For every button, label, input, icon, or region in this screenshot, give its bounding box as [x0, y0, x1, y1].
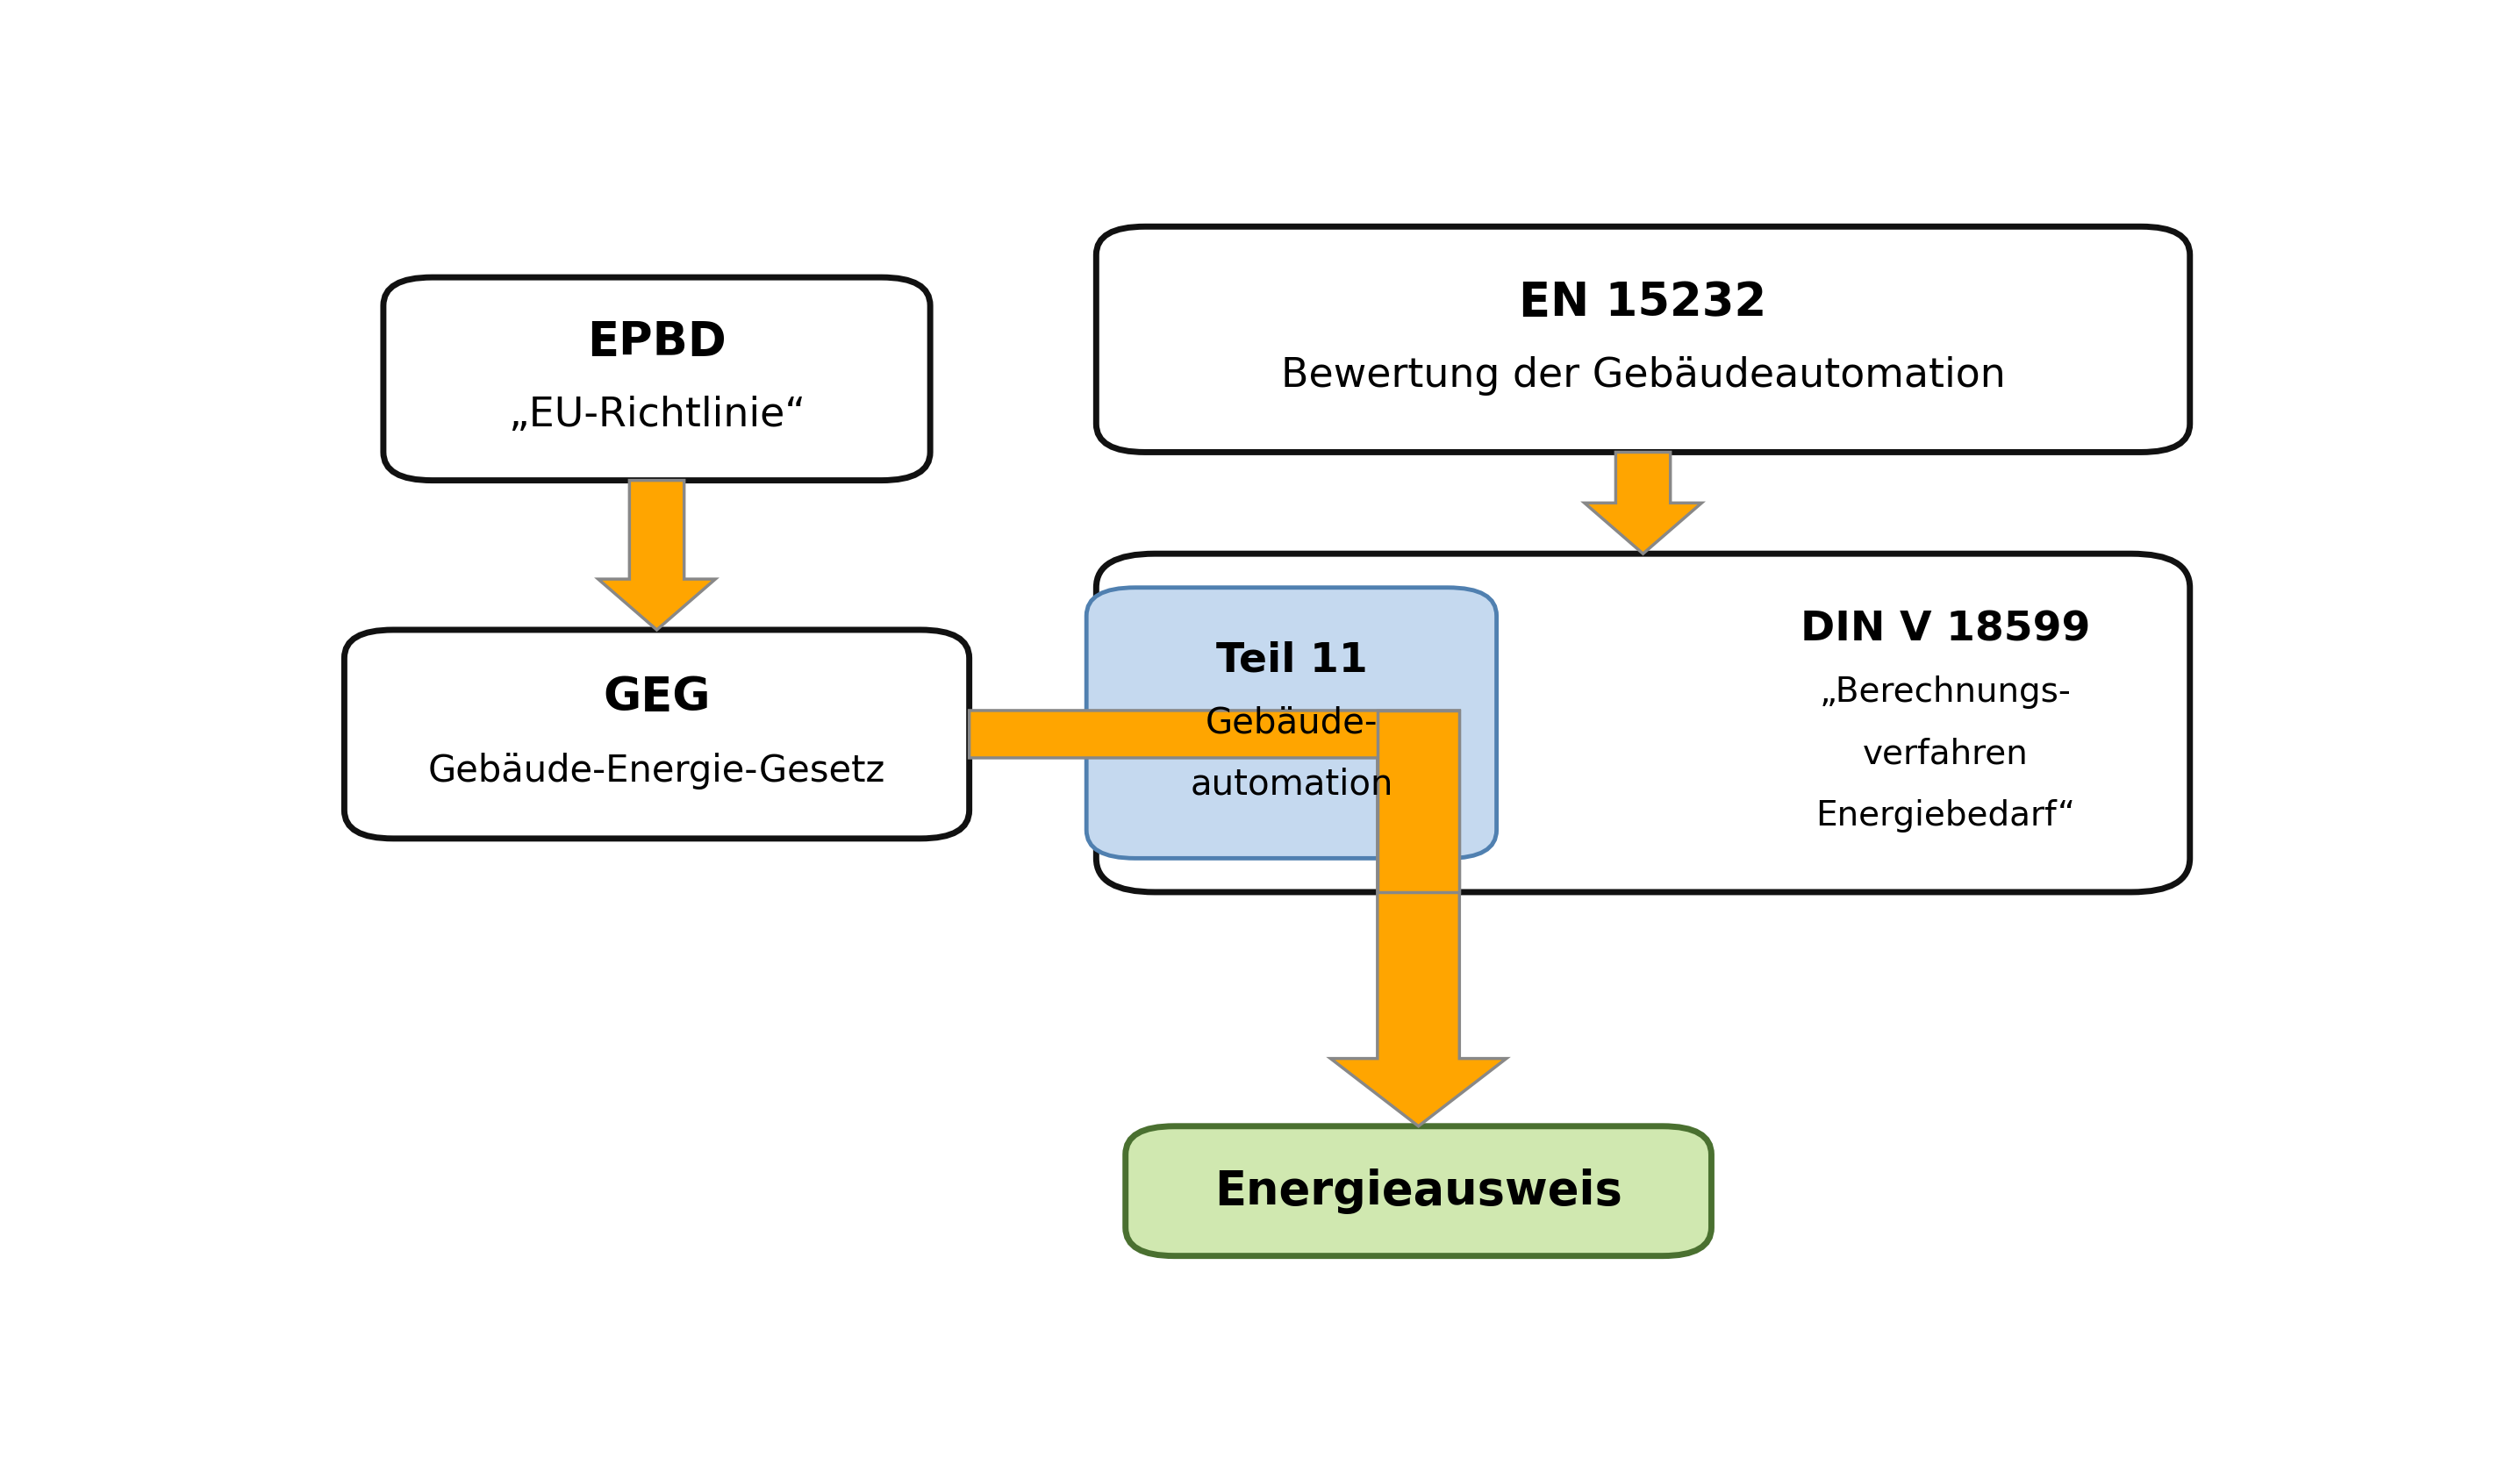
Polygon shape	[970, 711, 1507, 1127]
Text: Energieausweis: Energieausweis	[1215, 1168, 1623, 1214]
Text: Energiebedarf“: Energiebedarf“	[1817, 800, 2076, 832]
FancyBboxPatch shape	[1096, 227, 2190, 453]
Text: Gebäude-: Gebäude-	[1205, 705, 1378, 740]
FancyBboxPatch shape	[1086, 587, 1497, 858]
Text: Bewertung der Gebäudeautomation: Bewertung der Gebäudeautomation	[1280, 356, 2006, 396]
FancyBboxPatch shape	[383, 277, 930, 481]
Text: EPBD: EPBD	[587, 319, 726, 365]
Text: „EU-Richtlinie“: „EU-Richtlinie“	[509, 396, 806, 435]
Text: verfahren: verfahren	[1862, 737, 2029, 771]
Text: automation: automation	[1189, 768, 1394, 803]
Text: EN 15232: EN 15232	[1520, 280, 1767, 325]
FancyBboxPatch shape	[345, 630, 970, 838]
Text: DIN V 18599: DIN V 18599	[1802, 609, 2092, 649]
FancyBboxPatch shape	[1126, 1127, 1711, 1256]
Polygon shape	[1585, 453, 1701, 554]
Text: Teil 11: Teil 11	[1215, 642, 1368, 681]
Text: GEG: GEG	[602, 675, 711, 721]
Polygon shape	[1378, 711, 1459, 892]
Polygon shape	[597, 481, 716, 630]
Text: Gebäude-Energie-Gesetz: Gebäude-Energie-Gesetz	[428, 753, 885, 790]
FancyBboxPatch shape	[1096, 554, 2190, 892]
Text: „Berechnungs-: „Berechnungs-	[1819, 675, 2071, 709]
